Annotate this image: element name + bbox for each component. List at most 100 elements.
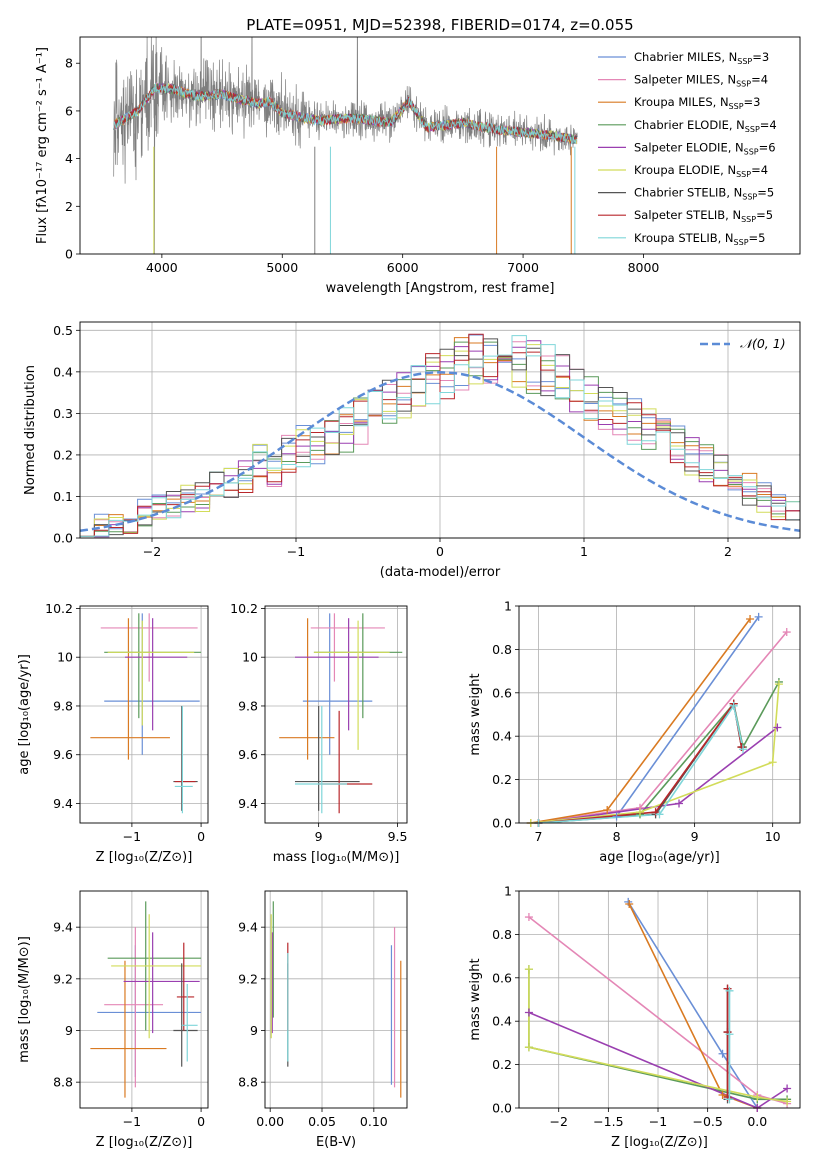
y-tick-label: 4 [65,151,73,166]
x-axis-label: Z [log₁₀(Z/Z⊙)] [96,850,193,865]
y-tick-label: 0.0 [53,531,73,546]
x-axis-label: Z [log₁₀(Z/Z⊙)] [611,1135,708,1150]
axes-frame [264,605,408,824]
x-tick-label: 10 [765,829,781,844]
x-tick-label: 0.10 [360,1114,388,1129]
weight-line-4 [528,1011,788,1108]
weight-line-8 [538,703,744,823]
legend-entry: Salpeter ELODIE, NSSP=6 [634,140,776,156]
plot-area [90,901,202,1098]
y-tick-label: 9.6 [53,747,73,762]
spectrum-panel: 4000 5000 6000 7000 8000 0 2 4 6 8 wavelength [Ang… [35,36,801,296]
y-tick-label: 0.2 [492,772,512,787]
y-tick-label: 0.0 [492,1101,512,1116]
y-axis-label: age [log₁₀(age/yr)] [17,654,32,775]
x-tick-label: −1.5 [593,1114,623,1129]
x-tick-label: 8000 [628,260,660,275]
weight-line-0 [627,901,758,1108]
weight-marker [754,612,763,621]
weight-marker [753,1093,762,1102]
weight-line-5 [528,969,788,1103]
weight-marker [612,812,621,821]
x-axis-label: (data-model)/error [380,565,501,580]
y-tick-label: 0.6 [492,685,512,700]
y-tick-label: 9.4 [53,920,73,935]
x-tick-label: −1 [123,1114,141,1129]
x-axis-label: E(B-V) [316,1135,356,1150]
y-tick-label: 1 [504,884,512,899]
y-tick-label: 9.8 [53,698,73,713]
y-tick-label: 0.2 [492,1057,512,1072]
legend-entry: Chabrier MILES, NSSP=3 [634,50,769,66]
legend-entry: Chabrier ELODIE, NSSP=4 [634,118,777,134]
weight-marker [729,701,738,710]
weight-marker [746,615,755,624]
weight-vs-age-panel: 7 8 9 10 0.0 0.2 0.4 0.6 0.8 1 age [log₁₀(age/yr)]… [468,599,801,865]
weight-marker [768,758,777,767]
weight-marker [725,1030,734,1039]
histogram-8 [80,335,800,537]
x-tick-label: 6000 [387,260,419,275]
y-tick-label: 10.2 [230,601,258,616]
y-tick-label: 9.2 [238,971,258,986]
weight-marker [774,680,783,689]
y-tick-label: 0.2 [53,447,73,462]
plot-area [113,37,578,254]
y-tick-label: 9.4 [238,796,258,811]
x-tick-label: 9.5 [388,829,408,844]
x-tick-label: −2 [143,544,161,559]
x-tick-label: 0.00 [256,1114,284,1129]
axes-frame [79,605,209,824]
x-tick-label: −0.5 [692,1114,722,1129]
weight-marker [524,965,533,974]
normal-distribution-curve [80,371,800,532]
plot-area [270,901,402,1098]
y-tick-label: 9.4 [53,796,73,811]
y-tick-label: 1 [504,599,512,614]
axes-frame [518,605,801,824]
axes-frame [79,36,801,255]
weight-marker [625,900,634,909]
axes-frame [264,890,408,1109]
y-tick-label: 9.6 [238,747,258,762]
y-tick-label: 8.8 [53,1075,73,1090]
weight-vs-metallicity-panel: −2 −1.5 −1 −0.5 0.0 0.0 0.2 0.4 0.6 0.8 1 Z [log₁₀(… [468,884,801,1150]
x-axis-label: wavelength [Angstrom, rest frame] [326,281,555,296]
x-tick-label: 0 [197,1114,205,1129]
plot-area [279,613,403,814]
x-tick-label: 8 [613,829,621,844]
legend-entry: 𝒩(0, 1) [740,336,786,351]
y-tick-label: 9.2 [53,971,73,986]
weight-marker [783,1097,792,1106]
weight-line-5 [530,684,780,823]
weight-marker [739,745,748,754]
y-axis-label: mass weight [468,673,483,755]
legend-entry: Kroupa MILES, NSSP=3 [634,95,760,111]
figure-title: PLATE=0951, MJD=52398, FIBERID=0174, z=0… [246,16,633,34]
x-axis-label: age [log₁₀(age/yr)] [599,850,720,865]
y-tick-label: 0.3 [53,406,73,421]
weight-marker [603,805,612,814]
y-tick-label: 9.8 [238,698,258,713]
y-tick-label: 0.5 [53,323,73,338]
x-tick-label: 7 [535,829,543,844]
weight-marker [524,1008,533,1017]
x-tick-label: 9 [691,829,699,844]
y-tick-label: 10.2 [45,601,73,616]
weight-marker [524,1043,533,1052]
grid [265,606,407,823]
x-tick-label: 2 [724,544,732,559]
residual-histogram-panel: −2 −1 0 1 2 0.0 0.1 0.2 0.3 0.4 0.5 (data-model)/er… [23,321,801,580]
y-tick-label: 0.1 [53,489,73,504]
axes-frame [79,321,801,539]
weight-marker [718,1049,727,1058]
x-tick-label: 0.0 [747,1114,767,1129]
x-tick-label: 9 [315,829,323,844]
x-tick-label: 4000 [146,260,178,275]
y-tick-label: 8 [65,56,73,71]
weight-marker [635,808,644,817]
y-tick-label: 0.8 [492,927,512,942]
y-tick-label: 9.4 [238,920,258,935]
grid [80,891,208,1108]
plot-area [90,613,202,814]
